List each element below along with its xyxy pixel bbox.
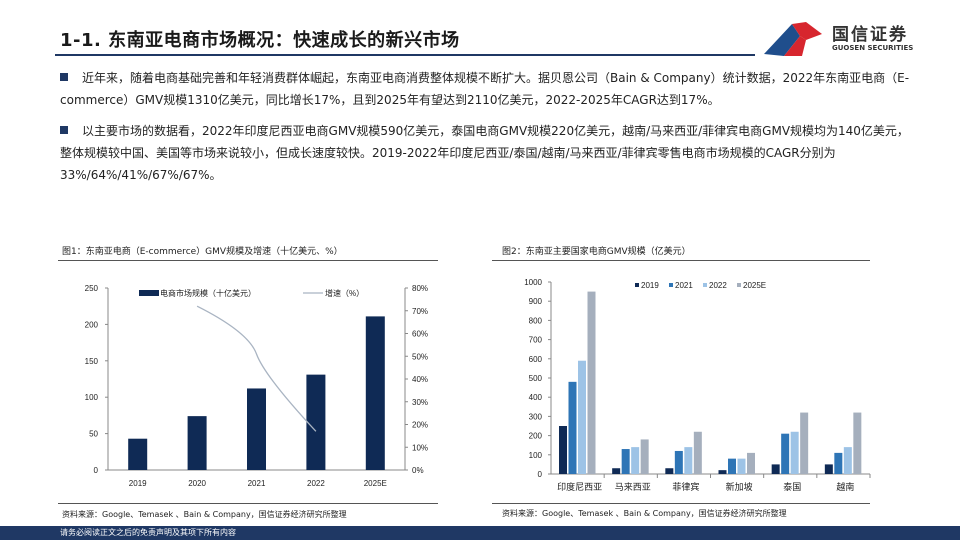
x-tick-label: 2020: [188, 479, 206, 488]
bullet-icon: [60, 73, 68, 81]
y2-tick-label: 0%: [412, 466, 424, 475]
y2-tick-label: 30%: [412, 398, 428, 407]
legend-bar-swatch: [139, 290, 159, 296]
y-tick-label: 0: [94, 466, 99, 475]
page-title: 1-1. 东南亚电商市场概况：快速成长的新兴市场: [60, 30, 460, 51]
y-tick-label: 200: [85, 320, 99, 329]
chart1-top-rule: [58, 260, 438, 261]
logo-cn: 国信证券: [832, 25, 908, 45]
chart1-title: 图1：东南亚电商（E-commerce）GMV规模及增速（十亿美元、%）: [62, 247, 343, 257]
bar-2019: [128, 438, 148, 470]
y-tick-label: 50: [89, 430, 98, 439]
chart1-bottom-rule: [58, 503, 438, 504]
paragraph-2: 以主要市场的数据看，2022年印度尼西亚电商GMV规模590亿美元，泰国电商GM…: [60, 120, 910, 186]
y2-tick-label: 10%: [412, 443, 428, 452]
paragraph-1: 近年来，随着电商基础完善和年轻消费群体崛起，东南亚电商消费整体规模不断扩大。据贝…: [60, 67, 910, 111]
company-logo: 国信证券 GUOSEN SECURITIES: [762, 18, 960, 58]
paragraph-text: 近年来，随着电商基础完善和年轻消费群体崛起，东南亚电商消费整体规模不断扩大。据贝…: [60, 71, 910, 107]
y2-tick-label: 80%: [412, 284, 428, 293]
chart2-bottom-rule: [492, 503, 870, 504]
paragraph-text: 以主要市场的数据看，2022年印度尼西亚电商GMV规模590亿美元，泰国电商GM…: [60, 124, 909, 182]
chart2-source: 资料来源：Google、Temasek 、Bain & Company，国信证券…: [502, 509, 787, 518]
bar-2022: [306, 374, 326, 470]
chart2-title: 图2：东南亚主要国家电商GMV规模（亿美元）: [502, 247, 691, 257]
bar-2025E: [365, 316, 385, 470]
bar-2021: [247, 388, 266, 470]
y2-tick-label: 60%: [412, 330, 428, 339]
title-divider: [55, 54, 755, 56]
bar-2020: [187, 416, 207, 470]
legend-line-label: 增速（%）: [325, 288, 364, 298]
logo-icon: [764, 22, 822, 56]
y2-tick-label: 20%: [412, 421, 428, 430]
x-tick-label: 2021: [248, 479, 266, 488]
chart2-top-rule: [492, 260, 870, 261]
x-tick-label: 2025E: [364, 479, 387, 488]
y2-tick-label: 50%: [412, 352, 428, 361]
y-tick-label: 100: [85, 393, 99, 402]
x-tick-label: 2022: [307, 479, 325, 488]
chart1-source: 资料来源：Google、Temasek 、Bain & Company，国信证券…: [62, 510, 347, 519]
logo-en: GUOSEN SECURITIES: [832, 44, 914, 52]
y-tick-label: 250: [85, 284, 99, 293]
bullet-icon: [60, 126, 68, 134]
legend-bar-label: 电商市场规模（十亿美元）: [160, 288, 256, 298]
x-tick-label: 2019: [129, 479, 147, 488]
footer-disclaimer: 请务必阅读正文之后的免责声明及其项下所有内容: [0, 526, 960, 540]
y2-tick-label: 40%: [412, 375, 428, 384]
y-tick-label: 150: [85, 357, 99, 366]
y2-tick-label: 70%: [412, 307, 428, 316]
